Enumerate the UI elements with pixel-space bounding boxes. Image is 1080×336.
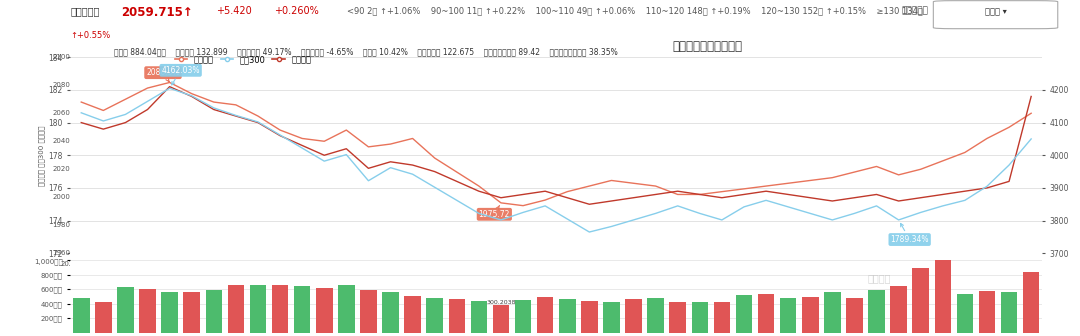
Text: 2000: 2000 <box>52 194 70 200</box>
Bar <box>802 297 819 333</box>
Bar <box>492 305 510 333</box>
Text: 1975.72: 1975.72 <box>478 206 510 219</box>
Text: 300.2038: 300.2038 <box>486 300 516 305</box>
Text: 2080.5%: 2080.5% <box>146 68 179 82</box>
Text: 当前指数：: 当前指数： <box>70 6 99 16</box>
Text: 2059.715↑: 2059.715↑ <box>121 6 192 19</box>
Text: 2060: 2060 <box>52 110 70 116</box>
Text: 1960: 1960 <box>52 250 70 256</box>
Y-axis label: 平均双低 沪深300 转债等权: 平均双低 沪深300 转债等权 <box>39 125 45 185</box>
Bar <box>316 288 333 333</box>
Bar <box>537 297 553 333</box>
Legend: 转债等权, 沪深300, 平均双低: 转债等权, 沪深300, 平均双低 <box>172 52 315 67</box>
Text: 2100: 2100 <box>52 54 70 60</box>
Bar <box>846 298 863 333</box>
Bar <box>117 287 134 333</box>
Bar <box>1023 272 1039 333</box>
Bar <box>205 290 222 333</box>
Bar <box>957 294 973 333</box>
Text: 近三年 ▾: 近三年 ▾ <box>985 8 1007 17</box>
Text: 2080: 2080 <box>52 82 70 88</box>
Bar <box>934 260 951 333</box>
Bar <box>294 287 310 333</box>
Text: 1980: 1980 <box>52 222 70 228</box>
Bar <box>184 292 200 333</box>
Bar <box>714 302 730 333</box>
Text: +5.420: +5.420 <box>216 6 252 16</box>
Bar <box>272 285 288 333</box>
Bar <box>691 302 708 333</box>
FancyBboxPatch shape <box>933 1 1057 29</box>
Text: 2020: 2020 <box>53 166 70 172</box>
Bar <box>139 289 156 333</box>
Bar <box>471 301 487 333</box>
Bar <box>913 268 929 333</box>
Bar <box>73 298 90 333</box>
Bar <box>670 302 686 333</box>
Text: 1789.34%: 1789.34% <box>890 223 929 244</box>
Bar <box>647 298 664 333</box>
Bar <box>427 298 443 333</box>
Text: ↑+0.55%: ↑+0.55% <box>70 31 110 40</box>
Bar <box>249 285 267 333</box>
Bar <box>581 301 597 333</box>
Bar <box>603 302 620 333</box>
Bar <box>228 285 244 333</box>
Bar <box>625 299 642 333</box>
Bar <box>868 290 885 333</box>
Bar <box>448 299 465 333</box>
Bar <box>95 302 111 333</box>
Text: 2040: 2040 <box>53 138 70 144</box>
Text: 成交额 884.04亿元    平均价格 132.899    转股溢价率 49.17%    到期收益率 -4.65%    换手率 10.42%    中位: 成交额 884.04亿元 平均价格 132.899 转股溢价率 49.17% 到… <box>114 47 618 56</box>
Text: +0.260%: +0.260% <box>274 6 319 16</box>
Bar <box>978 291 996 333</box>
Bar <box>382 292 399 333</box>
Bar <box>1001 292 1017 333</box>
Text: 4162.03%: 4162.03% <box>161 66 200 85</box>
Text: 集思录可转债等权指数: 集思录可转债等权指数 <box>673 40 743 53</box>
Bar <box>515 300 531 333</box>
Text: 数据范围：: 数据范围： <box>901 6 928 15</box>
Bar <box>824 292 840 333</box>
Bar <box>360 290 377 333</box>
Bar <box>559 299 576 333</box>
Text: 蜗牛进阶: 蜗牛进阶 <box>867 273 891 283</box>
Bar <box>758 294 774 333</box>
Bar <box>890 287 907 333</box>
Text: <90 2个 ↑+1.06%    90~100 11个 ↑+0.22%    100~110 49个 ↑+0.06%    110~120 148个 ↑+0.: <90 2个 ↑+1.06% 90~100 11个 ↑+0.22% 100~11… <box>347 6 923 15</box>
Bar <box>338 285 354 333</box>
Bar <box>735 295 753 333</box>
Bar <box>404 296 421 333</box>
Bar <box>161 292 178 333</box>
Bar <box>780 298 796 333</box>
